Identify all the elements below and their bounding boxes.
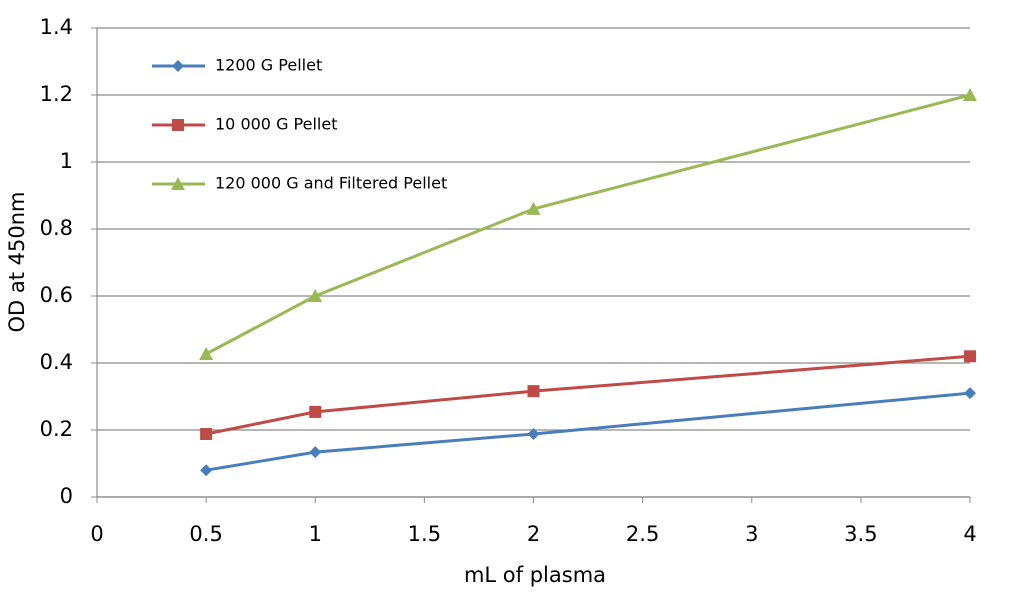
x-tick-label: 4 — [963, 522, 976, 546]
marker — [309, 405, 322, 418]
x-tick-label: 0 — [90, 522, 103, 546]
marker — [172, 119, 184, 131]
x-tick-label: 1 — [309, 522, 322, 546]
marker — [200, 428, 213, 441]
marker — [171, 177, 185, 190]
marker — [964, 350, 976, 363]
marker — [964, 387, 976, 400]
marker — [200, 464, 213, 477]
y-tick-label: 1 — [60, 149, 73, 173]
legend-label: 1200 G Pellet — [215, 56, 322, 75]
x-axis-label: mL of plasma — [464, 563, 606, 587]
y-tick-label: 1.2 — [40, 82, 73, 106]
marker — [309, 446, 322, 459]
legend-label: 120 000 G and Filtered Pellet — [215, 174, 447, 193]
x-tick-label: 0.5 — [189, 522, 222, 546]
marker — [527, 428, 540, 441]
legend-label: 10 000 G Pellet — [215, 115, 337, 134]
marker — [172, 60, 184, 72]
x-tick-label: 2 — [527, 522, 540, 546]
y-tick-label: 0.8 — [40, 216, 73, 240]
marker — [526, 201, 541, 215]
marker — [308, 289, 323, 302]
series-line — [205, 391, 971, 472]
marker — [527, 385, 540, 398]
marker — [963, 88, 977, 101]
x-tick-label: 3 — [745, 522, 758, 546]
x-tick-label: 3.5 — [844, 522, 877, 546]
y-tick-label: 0.4 — [40, 350, 73, 374]
series-line — [205, 93, 971, 356]
x-tick-label: 1.5 — [408, 522, 441, 546]
y-tick-label: 1.4 — [40, 15, 73, 39]
y-axis-label: OD at 450nm — [5, 191, 29, 332]
y-tick-label: 0.2 — [40, 417, 73, 441]
series-line — [205, 354, 971, 436]
marker — [199, 346, 214, 360]
x-tick-label: 2.5 — [626, 522, 659, 546]
y-tick-label: 0 — [60, 484, 73, 508]
y-tick-label: 0.6 — [40, 283, 73, 307]
